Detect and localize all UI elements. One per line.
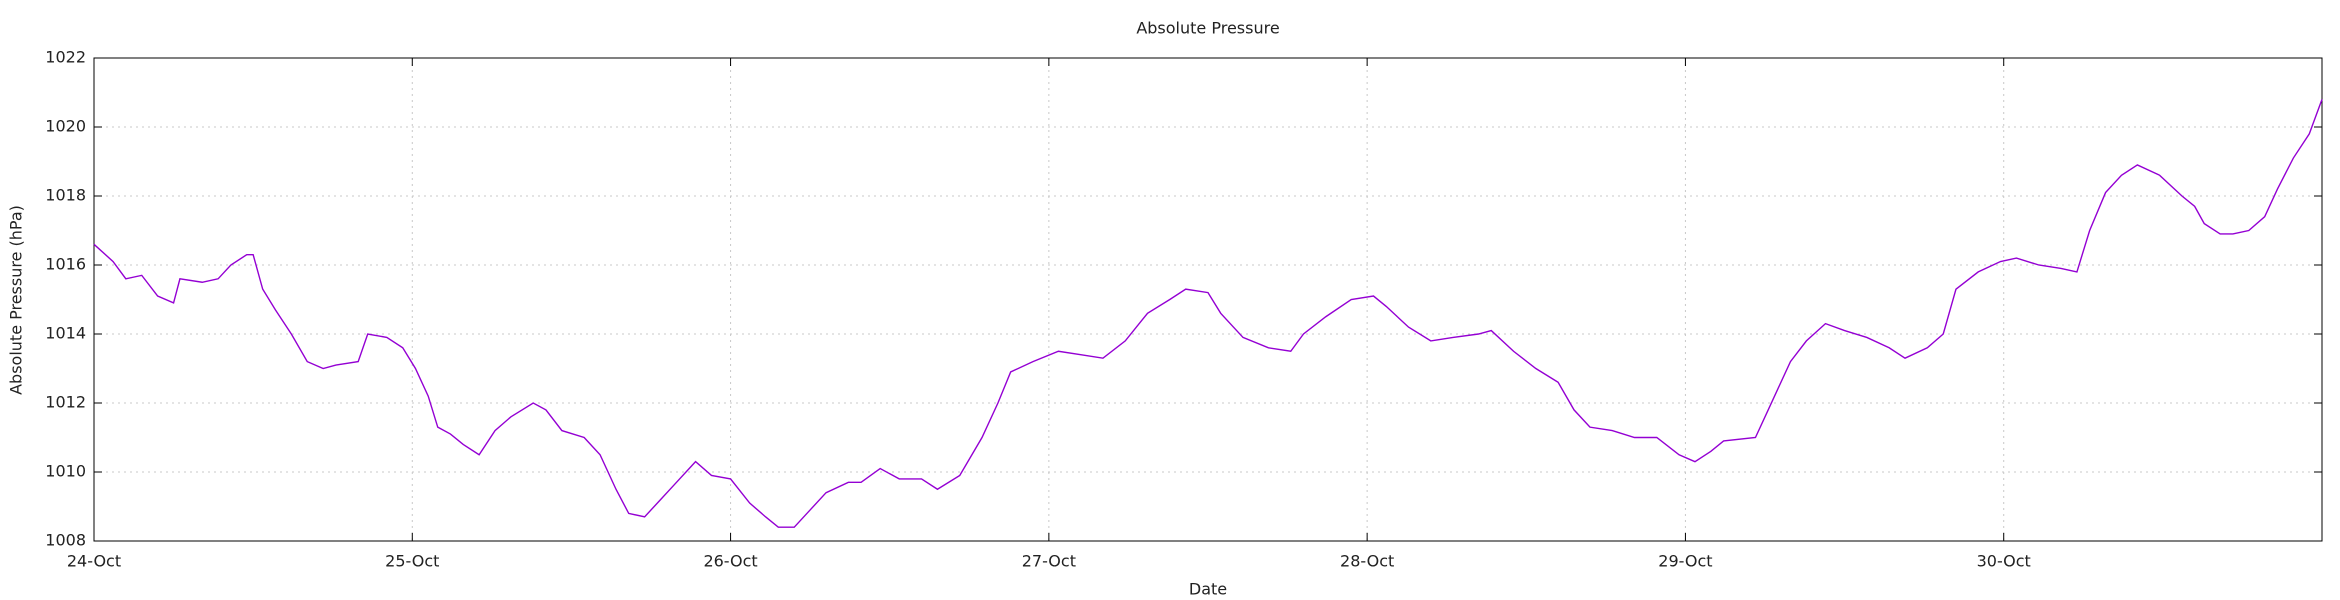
x-tick-label: 28-Oct: [1340, 552, 1394, 571]
line-series: [93, 99, 2323, 528]
y-tick-label: 1008: [45, 531, 86, 550]
y-tick-label: 1018: [45, 186, 86, 205]
y-tick-label: 1022: [45, 48, 86, 67]
y-tick-label: 1014: [45, 324, 86, 343]
y-tick-label: 1016: [45, 255, 86, 274]
x-tick-label: 27-Oct: [1022, 552, 1076, 571]
x-axis-label: Date: [1189, 580, 1227, 599]
plot-border: [93, 57, 2323, 542]
x-tick-label: 26-Oct: [703, 552, 757, 571]
y-tick-label: 1012: [45, 393, 86, 412]
chart-title: Absolute Pressure: [1136, 19, 1279, 38]
y-tick-label: 1020: [45, 117, 86, 136]
x-tick-label: 30-Oct: [1977, 552, 2031, 571]
y-axis-label: Absolute Pressure (hPa): [7, 205, 26, 395]
x-tick-label: 24-Oct: [67, 552, 121, 571]
y-tick-label: 1010: [45, 462, 86, 481]
x-tick-label: 29-Oct: [1658, 552, 1712, 571]
x-tick-label: 25-Oct: [385, 552, 439, 571]
